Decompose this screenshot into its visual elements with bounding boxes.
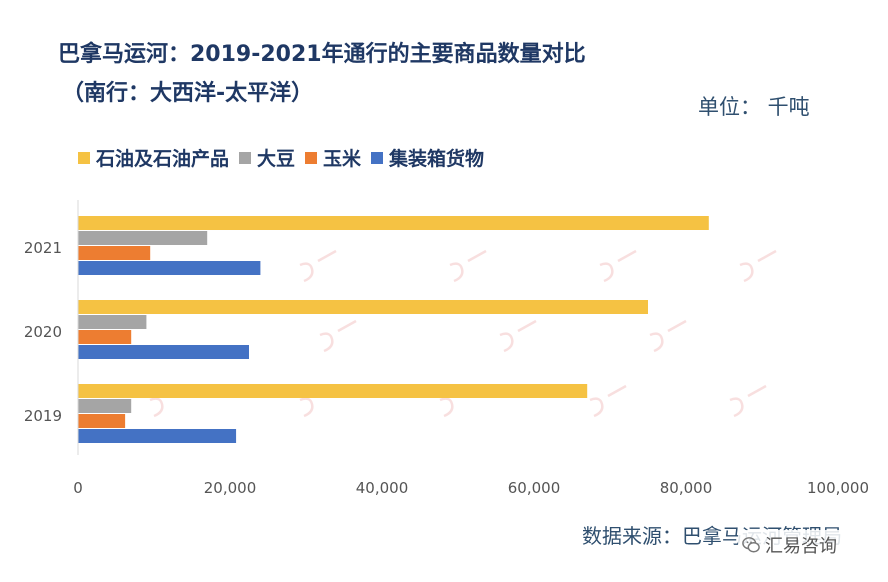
bar-2020-1	[78, 315, 147, 329]
brand-watermark: 汇易咨询	[738, 530, 841, 560]
watermark-mark	[449, 249, 487, 283]
x-tick-label: 60,000	[508, 479, 561, 497]
bar-2021-2	[78, 246, 151, 260]
wechat-icon	[742, 537, 760, 553]
legend-swatch	[371, 151, 384, 164]
y-tick-label: 2021	[24, 239, 62, 257]
bar-2020-0	[78, 300, 648, 314]
watermark-mark	[649, 319, 687, 353]
legend-label: 玉米	[323, 148, 362, 170]
x-tick-label: 0	[73, 479, 83, 497]
legend-label: 石油及石油产品	[96, 148, 230, 170]
bar-2019-1	[78, 399, 132, 413]
watermark-mark	[599, 249, 637, 283]
watermark-mark	[739, 249, 777, 283]
bar-2021-1	[78, 231, 208, 245]
bar-2021-0	[78, 216, 709, 230]
bar-2020-2	[78, 330, 132, 344]
watermark-mark	[589, 384, 627, 418]
x-tick-label: 100,000	[807, 479, 869, 497]
chart-legend: 石油及石油产品 大豆 玉米 集装箱货物	[78, 144, 494, 171]
y-tick-label: 2019	[24, 407, 62, 425]
chart-title: 巴拿马运河：2019-2021年通行的主要商品数量对比	[58, 42, 586, 67]
bar-2019-3	[78, 429, 237, 443]
watermark-mark	[319, 319, 357, 353]
unit-label: 单位： 千吨	[698, 95, 810, 119]
x-tick-label: 80,000	[660, 479, 713, 497]
legend-item: 集装箱货物	[371, 144, 484, 171]
legend-item: 石油及石油产品	[78, 144, 229, 171]
bar-2021-3	[78, 261, 261, 275]
chart-subtitle: （南行：大西洋-太平洋）	[62, 81, 314, 106]
watermark-mark	[499, 319, 537, 353]
legend-label: 大豆	[257, 148, 296, 170]
bar-2020-3	[78, 345, 249, 359]
legend-item: 大豆	[239, 144, 295, 171]
legend-swatch	[239, 151, 252, 164]
watermark-mark	[729, 384, 767, 418]
bar-2019-2	[78, 414, 126, 428]
x-tick-label: 40,000	[356, 479, 409, 497]
x-tick-label: 20,000	[204, 479, 257, 497]
legend-swatch	[305, 151, 318, 164]
legend-item: 玉米	[305, 144, 361, 171]
watermark-mark	[299, 249, 337, 283]
brand-name: 汇易咨询	[765, 536, 837, 557]
bar-2019-0	[78, 384, 588, 398]
legend-swatch	[78, 151, 90, 164]
legend-label: 集装箱货物	[389, 148, 485, 170]
y-tick-label: 2020	[24, 323, 62, 341]
